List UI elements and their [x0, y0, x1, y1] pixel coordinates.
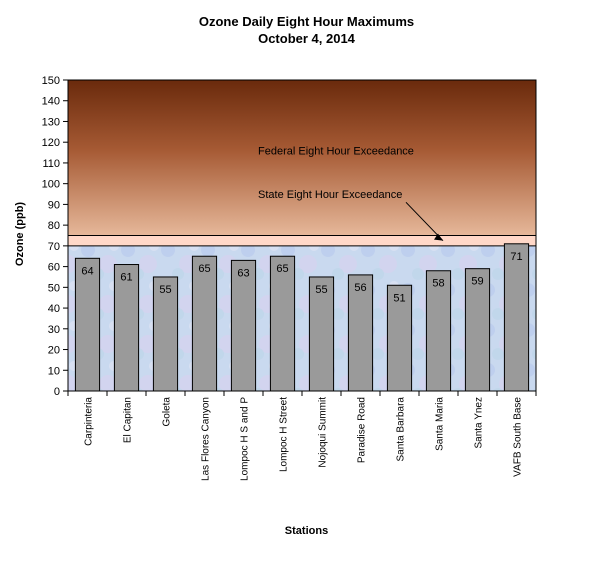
- y-tick-label: 60: [48, 262, 60, 274]
- data-label: 64: [81, 265, 93, 277]
- bar: [113, 264, 140, 392]
- data-label: 55: [315, 284, 327, 296]
- y-tick-label: 30: [48, 324, 60, 336]
- y-tick-label: 20: [48, 345, 60, 357]
- x-tick-label: VAFB South Base: [513, 397, 524, 477]
- x-tick-label: Lompoc H Street: [279, 397, 290, 472]
- data-label: 51: [393, 292, 405, 304]
- bar: [191, 255, 218, 392]
- y-tick-label: 40: [48, 303, 60, 315]
- chart-subtitle: October 4, 2014: [258, 31, 355, 46]
- y-tick-label: 140: [42, 96, 60, 108]
- bar: [152, 276, 179, 392]
- bar: [269, 255, 296, 392]
- x-tick-label: Nojoqui Summit: [318, 397, 329, 468]
- data-label: 61: [120, 272, 132, 284]
- bar: [347, 274, 374, 392]
- x-tick-label: Santa Ynez: [474, 397, 485, 449]
- bar: [464, 268, 491, 392]
- state-exceedance-band: [68, 235, 536, 246]
- y-tick-label: 150: [42, 75, 60, 87]
- state-exceedance-label: State Eight Hour Exceedance: [258, 189, 402, 201]
- x-tick-label: Carpinteria: [84, 397, 95, 446]
- y-tick-label: 70: [48, 241, 60, 253]
- y-tick-label: 0: [54, 386, 60, 398]
- state-annotation-arrow: [405, 201, 444, 242]
- bar: [230, 259, 257, 392]
- data-label: 55: [159, 284, 171, 296]
- data-label: 56: [354, 282, 366, 294]
- normal-region: [68, 245, 536, 391]
- data-label: 71: [510, 251, 522, 263]
- x-tick-label: Las Flores Canyon: [201, 397, 212, 481]
- y-tick-label: 50: [48, 282, 60, 294]
- data-label: 58: [432, 278, 444, 290]
- bar: [425, 270, 452, 392]
- x-tick-label: Lompoc H S and P: [240, 397, 251, 481]
- x-tick-label: Paradise Road: [357, 397, 368, 463]
- bar: [308, 276, 335, 392]
- y-tick-label: 110: [42, 158, 60, 170]
- y-tick-label: 100: [42, 179, 60, 191]
- bar: [74, 257, 101, 392]
- x-tick-label: Goleta: [162, 397, 173, 427]
- y-tick-label: 130: [42, 116, 60, 128]
- x-tick-label: El Capitan: [123, 397, 134, 443]
- federal-exceedance-region: [68, 80, 536, 236]
- x-axis-label: Stations: [284, 525, 329, 537]
- chart-title: Ozone Daily Eight Hour Maximums: [198, 14, 415, 29]
- federal-exceedance-label: Federal Eight Hour Exceedance: [258, 145, 414, 157]
- arrowhead: [434, 233, 443, 241]
- data-label: 63: [237, 267, 249, 279]
- y-tick-label: 120: [42, 137, 60, 149]
- bar: [386, 284, 413, 392]
- x-tick-label: Santa Barbara: [396, 397, 407, 462]
- bar: [503, 243, 530, 392]
- data-label: 65: [276, 263, 288, 275]
- y-tick-label: 10: [48, 365, 60, 377]
- data-label: 59: [471, 276, 483, 288]
- x-tick-label: Santa Maria: [435, 397, 446, 451]
- y-tick-label: 90: [48, 199, 60, 211]
- data-label: 65: [198, 263, 210, 275]
- y-tick-label: 80: [48, 220, 60, 232]
